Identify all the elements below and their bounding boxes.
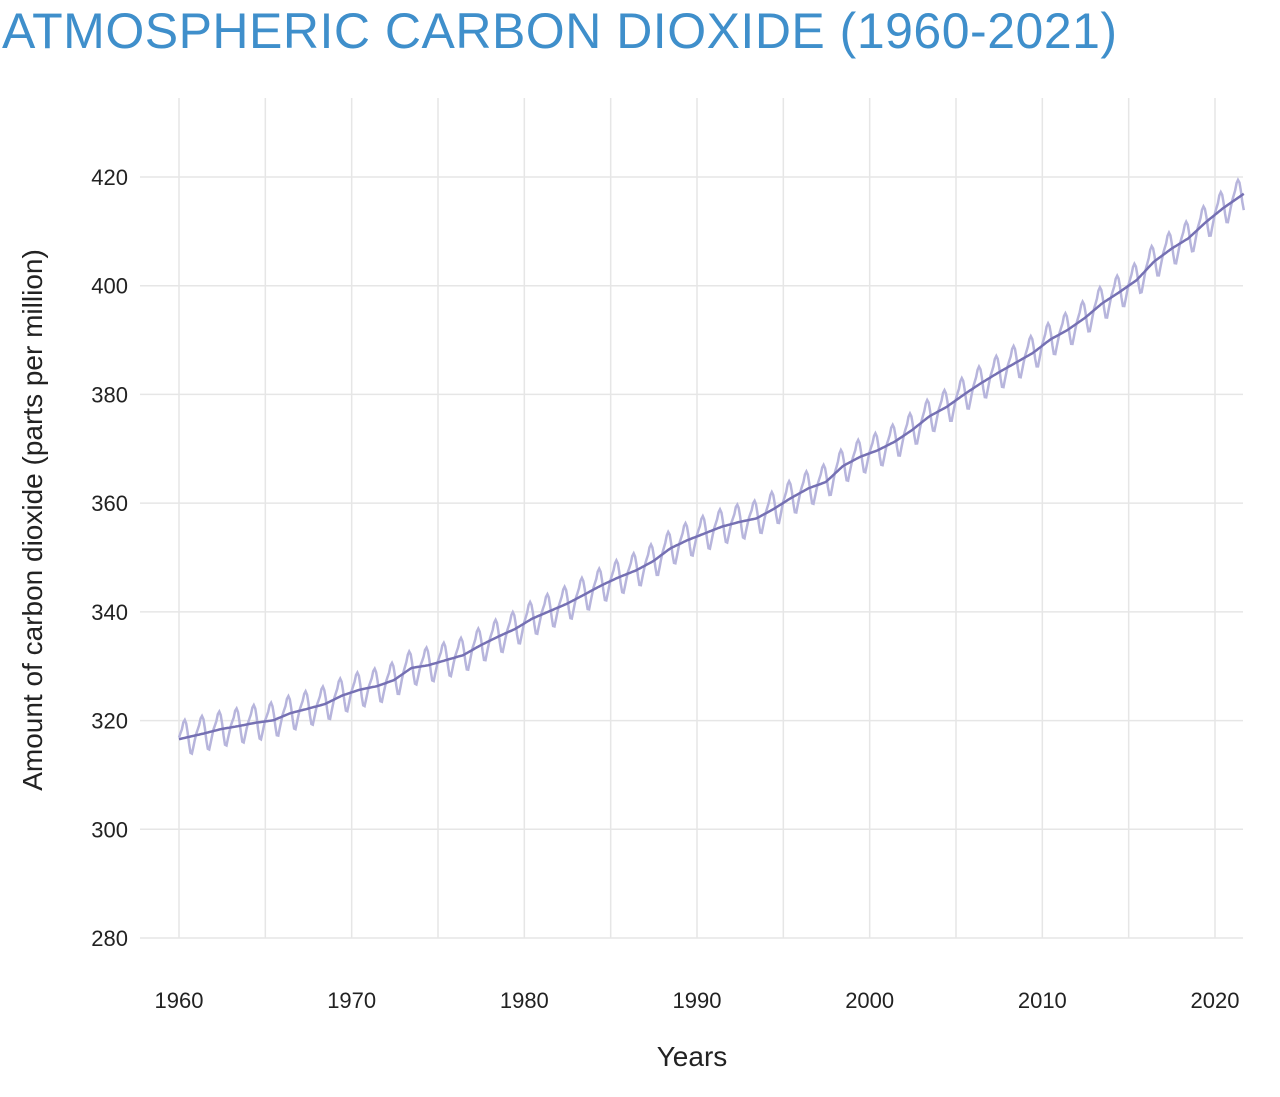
y-tick-label: 280: [91, 926, 128, 951]
x-tick-label: 1990: [673, 988, 722, 1013]
x-tick-label: 2000: [845, 988, 894, 1013]
y-axis-ticks: 280 300 320 340 360 380 400 420: [91, 165, 128, 951]
x-axis-label: Years: [657, 1041, 728, 1072]
x-tick-label: 2020: [1191, 988, 1240, 1013]
y-tick-label: 380: [91, 382, 128, 407]
y-tick-label: 400: [91, 274, 128, 299]
monthly-co2-line: [177, 177, 1246, 756]
x-tick-label: 1970: [327, 988, 376, 1013]
y-axis-label: Amount of carbon dioxide (parts per mill…: [17, 249, 48, 791]
x-tick-label: 1980: [500, 988, 549, 1013]
y-tick-label: 320: [91, 709, 128, 734]
gridlines: [140, 98, 1243, 939]
y-tick-label: 300: [91, 817, 128, 842]
x-tick-label: 1960: [155, 988, 204, 1013]
x-axis-ticks: 1960 1970 1980 1990 2000 2010 2020: [155, 988, 1240, 1013]
y-tick-label: 420: [91, 165, 128, 190]
chart-title: ATMOSPHERIC CARBON DIOXIDE (1960-2021): [2, 3, 1118, 59]
y-tick-label: 360: [91, 491, 128, 516]
y-tick-label: 340: [91, 600, 128, 625]
trend-co2-line: [178, 192, 1245, 741]
x-tick-label: 2010: [1018, 988, 1067, 1013]
